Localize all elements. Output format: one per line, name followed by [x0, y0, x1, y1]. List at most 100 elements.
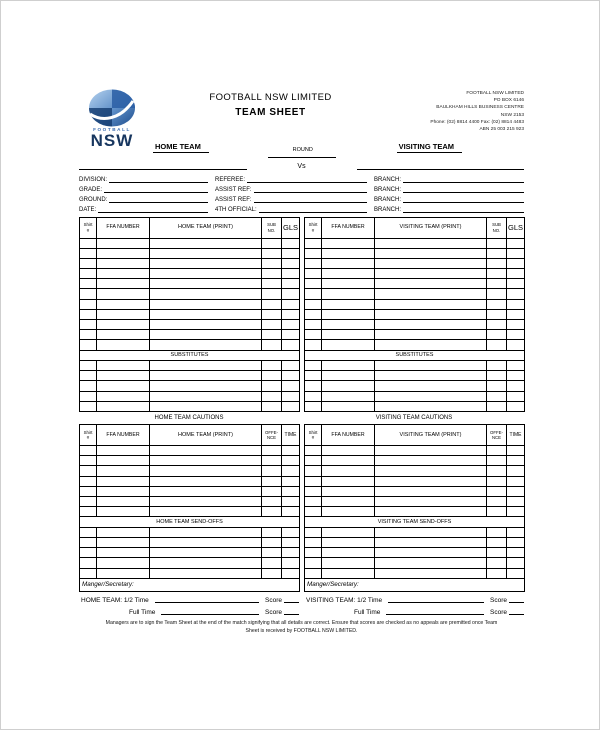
- empty-cell: [304, 444, 322, 457]
- empty-cell: [374, 339, 487, 351]
- empty-cell: [374, 495, 487, 508]
- empty-row: [79, 360, 300, 372]
- title-block: FOOTBALL NSW LIMITED TEAM SHEET: [145, 89, 396, 118]
- footer-line-1: Managers are to sign the Team Sheet at t…: [105, 619, 498, 626]
- empty-cell: [304, 339, 322, 351]
- empty-cell: [281, 247, 300, 259]
- empty-cell: [261, 547, 282, 559]
- empty-cell: [79, 390, 97, 402]
- empty-cell: [506, 390, 525, 402]
- empty-row: [79, 298, 300, 310]
- empty-cell: [321, 557, 375, 569]
- empty-cell: [374, 400, 487, 413]
- visiting-fulltime-row: Full Time Score: [304, 605, 524, 616]
- empty-cell: [506, 278, 525, 290]
- player-name-header: HOME TEAM (PRINT): [149, 216, 262, 239]
- empty-cell: [79, 329, 97, 341]
- empty-cell: [506, 380, 525, 392]
- substitutes-banner-row: SUBSTITUTES: [79, 349, 300, 362]
- document-header: FOOTBALL NSW FOOTBALL NSW LIMITED TEAM S…: [79, 89, 524, 149]
- vs-row: Vs: [79, 159, 524, 170]
- empty-cell: [321, 465, 375, 477]
- empty-cell: [304, 536, 322, 549]
- empty-cell: [304, 370, 322, 382]
- empty-cell: [261, 298, 282, 310]
- empty-cell: [486, 308, 507, 321]
- empty-row: [304, 288, 525, 300]
- empty-cell: [96, 278, 150, 290]
- halftime-line: [388, 601, 485, 603]
- empty-cell: [281, 278, 300, 290]
- field-label: GRADE:: [79, 186, 103, 193]
- home-sendoffs-body: [79, 526, 300, 579]
- empty-cell: [96, 485, 150, 497]
- empty-cell: [79, 444, 97, 457]
- document-content: FOOTBALL NSW FOOTBALL NSW LIMITED TEAM S…: [79, 89, 525, 635]
- home-team-column: Shirt # FFA NUMBER HOME TEAM (PRINT) SUB…: [79, 216, 300, 616]
- empty-cell: [261, 536, 282, 549]
- empty-cell: [149, 329, 262, 341]
- empty-cell: [304, 547, 322, 559]
- sendoffs-banner: VISITING TEAM SEND-OFFS: [304, 516, 525, 528]
- empty-cell: [79, 268, 97, 280]
- empty-row: [79, 465, 300, 477]
- empty-cell: [149, 257, 262, 270]
- empty-cell: [79, 455, 97, 467]
- empty-cell: [149, 298, 262, 310]
- empty-row: [79, 475, 300, 487]
- match-info-fields: DIVISION: REFEREE: BRANCH: GRADE: ASSIST…: [79, 175, 524, 213]
- empty-cell: [261, 247, 282, 259]
- empty-cell: [96, 360, 150, 372]
- empty-cell: [374, 257, 487, 270]
- empty-cell: [96, 547, 150, 559]
- empty-cell: [79, 339, 97, 351]
- empty-cell: [149, 268, 262, 280]
- address-line: FOOTBALL NSW LIMITED: [466, 91, 524, 96]
- empty-cell: [506, 339, 525, 351]
- empty-cell: [486, 237, 507, 249]
- empty-cell: [506, 237, 525, 249]
- empty-row: [79, 567, 300, 579]
- empty-cell: [506, 567, 525, 579]
- goals-header: GLS: [281, 216, 300, 239]
- ffa-number-header: FFA NUMBER: [96, 216, 150, 239]
- empty-cell: [149, 237, 262, 249]
- empty-row: [79, 380, 300, 392]
- empty-cell: [96, 526, 150, 539]
- empty-cell: [149, 485, 262, 497]
- empty-cell: [304, 465, 322, 477]
- empty-cell: [79, 298, 97, 310]
- sendoffs-banner-row: HOME TEAM SEND-OFFS: [79, 516, 300, 528]
- empty-cell: [506, 557, 525, 569]
- player-name-header: VISITING TEAM (PRINT): [374, 216, 487, 239]
- empty-cell: [374, 278, 487, 290]
- empty-cell: [506, 475, 525, 487]
- empty-cell: [486, 444, 507, 457]
- empty-row: [304, 536, 525, 549]
- empty-cell: [374, 536, 487, 549]
- empty-cell: [374, 308, 487, 321]
- empty-cell: [149, 475, 262, 487]
- offence-header: OFFE- NCE: [261, 424, 282, 446]
- empty-cell: [79, 380, 97, 392]
- empty-cell: [96, 444, 150, 457]
- empty-cell: [321, 495, 375, 508]
- empty-cell: [149, 370, 262, 382]
- empty-cell: [321, 567, 375, 579]
- empty-cell: [261, 465, 282, 477]
- empty-cell: [96, 329, 150, 341]
- empty-row: [79, 547, 300, 559]
- empty-cell: [261, 278, 282, 290]
- empty-cell: [261, 318, 282, 331]
- empty-cell: [96, 247, 150, 259]
- empty-cell: [374, 247, 487, 259]
- empty-cell: [486, 360, 507, 372]
- empty-cell: [149, 495, 262, 508]
- empty-row: [79, 268, 300, 280]
- empty-cell: [79, 506, 97, 518]
- address-line: Phone: (02) 8814 4400 Fax: (02) 8814 448…: [430, 119, 524, 125]
- empty-cell: [149, 444, 262, 457]
- empty-cell: [321, 318, 375, 331]
- empty-row: [79, 278, 300, 290]
- team-columns: Shirt # FFA NUMBER HOME TEAM (PRINT) SUB…: [79, 216, 525, 616]
